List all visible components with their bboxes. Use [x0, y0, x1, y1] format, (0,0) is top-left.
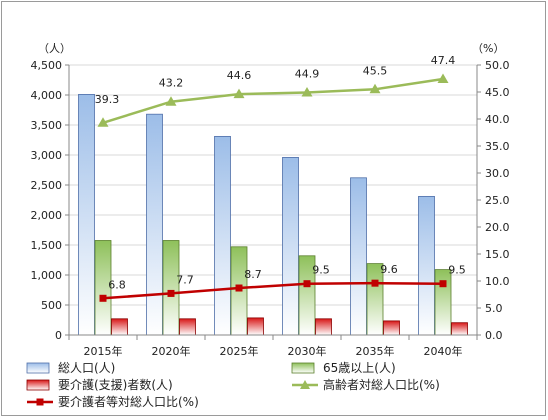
y-left-tick-label: 3,000	[31, 149, 63, 162]
y-right-tick-label: 40.0	[485, 113, 510, 126]
y-right-unit: （%）	[472, 42, 504, 55]
data-label-care-ratio: 9.5	[448, 264, 466, 277]
data-label-elderly-ratio: 47.4	[431, 54, 456, 67]
axes: 0 500 1,000 1,500 2,000 2,500 3,000 3,500 4,000 4…	[31, 42, 510, 358]
bar-series	[78, 94, 468, 336]
data-label-care-ratio: 6.8	[108, 278, 126, 291]
y-left-tick-label: 4,500	[31, 59, 63, 72]
line-series	[97, 73, 449, 302]
line-care-ratio	[102, 281, 444, 300]
data-label-elderly-ratio: 39.3	[95, 93, 120, 106]
legend-swatch	[26, 379, 50, 391]
bar-care-required	[451, 322, 468, 336]
y-right-tick-label: 0.0	[485, 329, 503, 342]
y-right-tick-label: 25.0	[485, 194, 510, 207]
legend-marker	[36, 398, 44, 406]
marker-elderly-ratio	[301, 87, 313, 97]
y-left-tick-label: 4,000	[31, 89, 63, 102]
marker-care-ratio	[439, 280, 447, 288]
y-right-tick-label: 30.0	[485, 167, 510, 180]
x-tick-label: 2015年	[84, 344, 123, 358]
marker-care-ratio	[167, 289, 175, 297]
x-tick-label: 2040年	[424, 344, 463, 358]
data-labels: 39.3 43.2 44.6 44.9 45.5 47.4 6.8 7.7 8.7 9.5 9.6 9…	[95, 54, 466, 291]
legend-label: 要介護(支援)者数(人)	[58, 377, 173, 392]
y-left-tick-label: 500	[41, 299, 62, 312]
legend-label: 65歳以上(人)	[323, 361, 396, 375]
y-right-tick-label: 45.0	[485, 86, 510, 99]
y-right-tick-label: 20.0	[485, 221, 510, 234]
y-left-unit: （人）	[38, 42, 71, 55]
data-label-care-ratio: 7.7	[176, 273, 194, 286]
data-label-care-ratio: 8.7	[244, 268, 262, 281]
data-label-elderly-ratio: 44.9	[295, 68, 320, 81]
x-tick-label: 2035年	[356, 344, 395, 358]
legend-swatch	[26, 362, 50, 374]
marker-care-ratio	[235, 284, 243, 292]
bar-total-population	[146, 113, 163, 336]
data-label-elderly-ratio: 43.2	[159, 77, 184, 90]
legend-label: 総人口(人)	[58, 361, 115, 375]
data-label-elderly-ratio: 45.5	[363, 64, 388, 77]
x-tick-label: 2030年	[288, 344, 327, 358]
bar-total-population	[282, 156, 299, 336]
y-right-tick-label: 10.0	[485, 275, 510, 288]
y-right-tick-label: 35.0	[485, 140, 510, 153]
x-tick-label: 2025年	[220, 344, 259, 358]
marker-care-ratio	[99, 294, 107, 302]
data-label-elderly-ratio: 44.6	[227, 69, 252, 82]
bar-total-population	[78, 94, 95, 336]
legend: 総人口(人) 65歳以上(人) 要介護(支援)者数(人) 高齢者対総人口比(%) 要介護…	[26, 361, 440, 409]
marker-elderly-ratio	[165, 96, 177, 106]
y-left-tick-label: 3,500	[31, 119, 63, 132]
bar-total-population	[418, 195, 435, 336]
data-label-care-ratio: 9.5	[312, 264, 330, 277]
y-left-tick-label: 2,000	[31, 209, 63, 222]
line-elderly-ratio	[102, 77, 444, 124]
y-right-tick-label: 50.0	[485, 59, 510, 72]
legend-label: 高齢者対総人口比(%)	[323, 377, 440, 392]
bar-total-population	[350, 177, 367, 336]
marker-elderly-ratio	[369, 83, 381, 94]
data-label-care-ratio: 9.6	[380, 263, 398, 276]
marker-elderly-ratio	[437, 73, 449, 84]
gridlines	[69, 64, 477, 306]
bar-care-required	[247, 317, 264, 336]
y-left-tick-label: 2,500	[31, 179, 63, 192]
bar-care-required	[111, 318, 128, 336]
bar-care-required	[383, 320, 400, 336]
legend-label: 要介護者等対総人口比(%)	[58, 394, 199, 409]
bar-care-required	[315, 318, 332, 336]
marker-care-ratio	[303, 280, 311, 288]
bar-care-required	[179, 318, 196, 336]
y-right-tick-label: 5.0	[485, 302, 503, 315]
y-left-tick-label: 1,000	[31, 269, 63, 282]
legend-swatch	[291, 362, 315, 374]
marker-care-ratio	[371, 279, 379, 287]
bar-aged-65-plus	[434, 269, 452, 336]
x-tick-label: 2020年	[152, 344, 191, 358]
bar-aged-65-plus	[162, 240, 180, 336]
y-right-tick-label: 15.0	[485, 248, 510, 261]
y-left-tick-label: 1,500	[31, 239, 63, 252]
bar-total-population	[214, 135, 231, 336]
marker-elderly-ratio	[233, 88, 245, 99]
legend-marker	[300, 380, 310, 389]
marker-elderly-ratio	[97, 117, 109, 127]
y-left-tick-label: 0	[55, 329, 62, 342]
